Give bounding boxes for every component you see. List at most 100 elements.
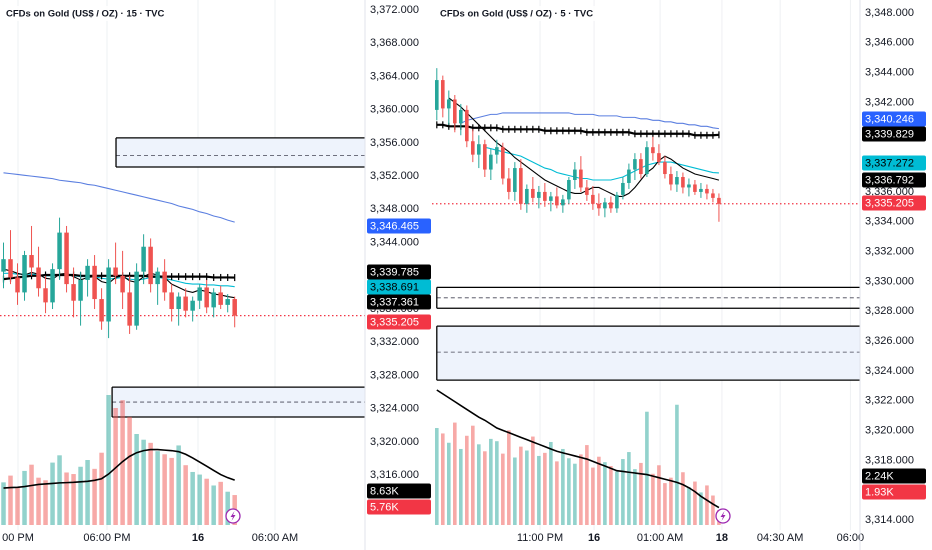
volume-bar [573,463,577,525]
candle-body [204,287,209,308]
candle-body [50,269,55,303]
x-tick-label: 06:00 PM [83,532,130,544]
y-tick-label: 3,324.000 [370,403,419,415]
candle-body [651,147,655,154]
price-label-box [367,218,431,234]
volume-bar [567,458,571,525]
volume-bar [197,474,202,525]
candle-body [573,169,577,180]
price-label-box [862,155,926,171]
candle-body [507,178,511,192]
price-label-box [862,484,926,500]
candle-body [561,199,565,206]
y-tick-label: 3,334.000 [865,216,914,228]
volume-bar [687,486,691,525]
candle-body [141,246,146,272]
chart-title: CFDs on Gold (US$ / OZ) · 15 · TVC [6,9,164,20]
candle-body [148,246,153,285]
candle-body [197,287,202,301]
candle-body [597,203,601,209]
y-tick-label: 3,326.000 [865,335,914,347]
plot-area [0,0,365,530]
candle-body [169,292,174,310]
price-label: 3,340.246 [865,113,914,125]
candle-body [579,169,583,188]
candle-body [699,188,703,192]
candle-body [537,191,541,198]
volume-bar [471,425,475,525]
candle-body [218,292,223,305]
candle-body [549,196,553,201]
price-label-box [367,314,431,330]
volume-bar [591,467,595,525]
y-tick-label: 3,330.000 [865,275,914,287]
candle-body [621,182,625,195]
volume-bar [501,453,505,525]
volume-bar [705,485,709,525]
candle-body [519,168,523,204]
volume-bar [106,395,111,525]
volume-bar [183,465,188,525]
volume-bar [169,457,174,525]
zone-fill [116,137,365,167]
volume-bar [204,478,209,525]
candle-body [22,255,27,293]
candle-body [155,271,160,285]
volume-bar [1,482,6,525]
volume-bar [218,481,223,525]
price-label: 3,337.361 [370,296,419,308]
candle-body [603,202,607,209]
volume-bar [555,461,559,525]
price-label-box [367,264,431,280]
volume-bar [148,442,153,525]
volume-bar [162,454,167,525]
candle-body [459,109,463,124]
y-tick-label: 3,316.000 [370,469,419,481]
candle-body [43,288,48,303]
candle-body [591,194,595,204]
candle-body [134,271,139,326]
x-tick-label: 06:00 AM [252,532,298,544]
candle-body [85,265,90,280]
x-tick-label: 16 [192,532,204,544]
volume-bar [57,455,62,525]
volume-bar [190,471,195,525]
y-tick-label: 3,356.000 [370,137,419,149]
x-tick-label: 04:30 AM [757,532,803,544]
bolt-glyph [720,511,726,521]
price-label: 5.76K [370,501,399,513]
candle-body [176,296,181,310]
candle-body [483,144,487,170]
candle-body [113,267,118,276]
price-label-box [367,294,431,310]
price-label: 8.63K [370,485,399,497]
volume-bar [36,477,41,525]
volume-bar [22,470,27,525]
volume-ma-line [3,448,235,489]
candle-body [8,259,13,278]
volume-bar [78,466,83,525]
volume-bar [531,436,535,525]
volume-bar [651,473,655,525]
volume-bar [711,495,715,525]
candle-body [675,177,679,185]
y-tick-label: 3,348.000 [865,7,914,19]
candle-body [627,169,631,183]
volume-bar [477,444,481,525]
candle-body [489,154,493,170]
x-tick-label: 16 [588,532,600,544]
volume-bar [657,465,661,525]
volume-bar [699,492,703,525]
volume-bar [8,475,13,525]
price-label-box [367,483,431,499]
candle-body [615,194,619,209]
candle-body [78,279,83,301]
price-label: 3,346.465 [370,220,419,232]
volume-bar [441,433,445,525]
candle-body [465,109,469,142]
candle-body [57,232,62,270]
volume-bar [585,445,589,525]
price-label: 3,339.829 [865,128,914,140]
candle-body [681,177,685,188]
